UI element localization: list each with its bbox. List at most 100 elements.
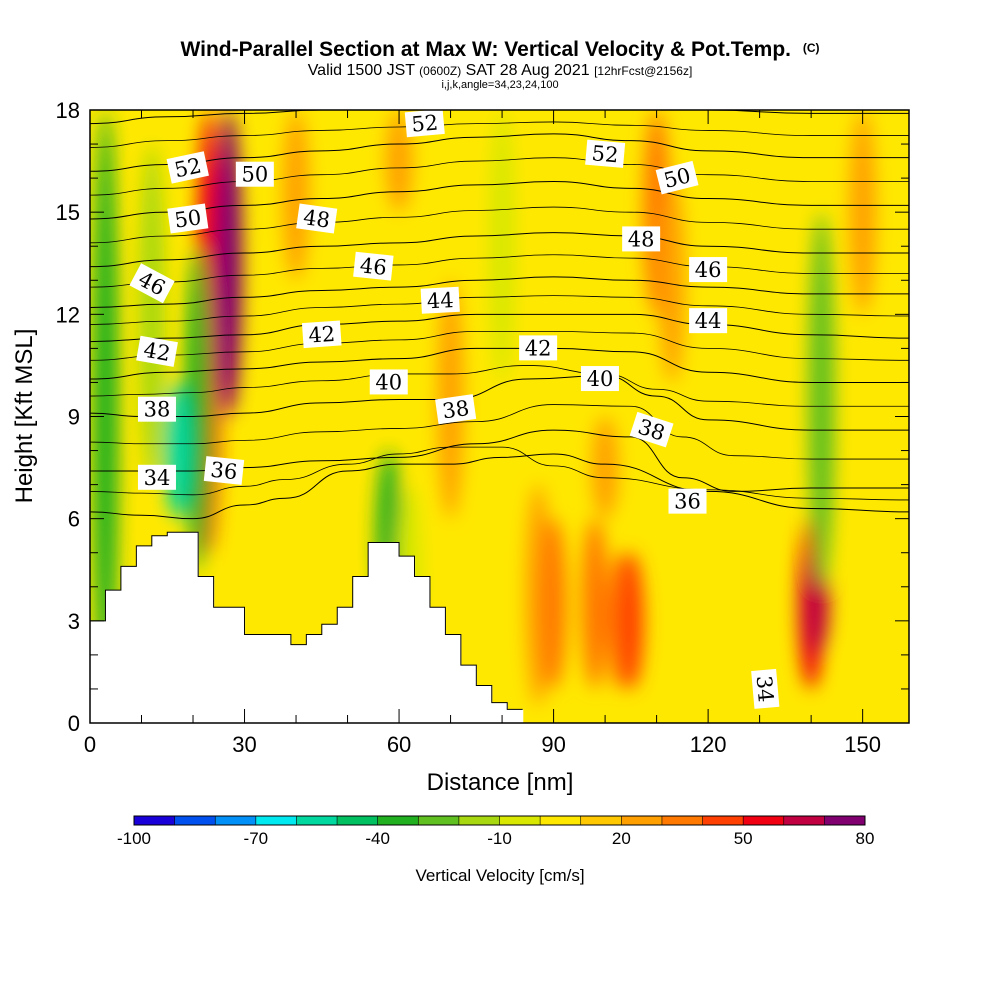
contour-label-box xyxy=(353,251,394,281)
terrain-block xyxy=(167,532,184,723)
contour-label: 42 xyxy=(519,335,558,361)
contour-label: 46 xyxy=(353,251,394,281)
contour-label: 40 xyxy=(580,366,619,392)
contour-label: 48 xyxy=(296,203,338,234)
colorbar-swatch xyxy=(580,816,622,825)
theta-contour xyxy=(90,313,909,343)
contour-label: 34 xyxy=(137,464,176,490)
colorbar-swatch xyxy=(418,816,460,825)
colorbar-label: Vertical Velocity [cm/s] xyxy=(415,866,584,885)
contour-label-box xyxy=(622,226,661,252)
terrain-block xyxy=(352,576,369,723)
contour-label: 44 xyxy=(420,286,460,314)
x-axis-label: Distance [nm] xyxy=(427,769,574,796)
colorbar-tick-label: -40 xyxy=(365,829,390,848)
contour-label: 52 xyxy=(166,151,209,184)
terrain-block xyxy=(259,634,277,723)
x-tick-label: 30 xyxy=(232,732,256,757)
contour-label: 38 xyxy=(435,394,477,425)
terrain-block xyxy=(90,620,107,723)
terrain-block xyxy=(229,607,246,723)
theta-contour xyxy=(90,453,909,520)
velocity-cell xyxy=(592,416,619,519)
terrain xyxy=(90,531,524,723)
contour-label-box xyxy=(689,257,728,283)
y-tick-label: 15 xyxy=(56,200,80,225)
terrain-block xyxy=(275,634,292,723)
contour-label-text: 42 xyxy=(308,322,336,348)
terrain-block xyxy=(182,532,199,723)
contour-label-text: 42 xyxy=(142,338,172,366)
colorbar-tick-label: -100 xyxy=(117,829,151,848)
theta-contour-minor xyxy=(90,404,909,460)
terrain-block xyxy=(460,665,477,723)
contour-label: 36 xyxy=(668,488,707,514)
y-tick-label: 12 xyxy=(56,302,80,327)
colorbar-tick-label: -10 xyxy=(487,829,512,848)
theta-contour xyxy=(90,347,909,383)
contour-label-text: 38 xyxy=(144,398,171,422)
contour-label-text: 34 xyxy=(752,675,778,704)
colorbar-swatch xyxy=(499,816,541,825)
colorbar-tick-label: 20 xyxy=(612,829,631,848)
theta-contour xyxy=(90,232,909,268)
velocity-cell xyxy=(216,110,243,417)
subtitle-date: SAT 28 Aug 2021 xyxy=(466,62,590,79)
colorbar-swatch xyxy=(743,816,785,825)
contour-label-box xyxy=(137,464,176,490)
terrain-block xyxy=(429,607,447,723)
theta-contour-minor xyxy=(90,446,909,501)
contour-label-text: 46 xyxy=(695,258,722,282)
theta-contour xyxy=(90,110,909,125)
subtitle-utc: (0600Z) xyxy=(419,64,461,78)
terrain-outline xyxy=(90,531,523,710)
contour-label-text: 36 xyxy=(674,490,701,514)
colorbar-swatch xyxy=(215,816,257,825)
contour-label: 38 xyxy=(137,396,176,422)
contour-label-box xyxy=(519,335,558,361)
theta-contour-minor xyxy=(90,157,909,196)
contour-label-box xyxy=(580,366,619,392)
colorbar-swatch xyxy=(255,816,297,825)
terrain-block xyxy=(244,634,261,723)
terrain-block xyxy=(414,576,431,723)
contour-label: 42 xyxy=(301,320,342,349)
colorbar-swatch xyxy=(337,816,379,825)
terrain-block xyxy=(383,542,400,723)
colorbar-swatch xyxy=(134,816,176,825)
velocity-cell xyxy=(581,518,608,689)
chart-subtitle-indices: i,j,k,angle=34,23,24,100 xyxy=(441,79,558,91)
terrain-block xyxy=(507,709,524,723)
chart-subtitle: Valid 1500 JST (0600Z) SAT 28 Aug 2021 [… xyxy=(308,62,693,79)
terrain-block xyxy=(105,590,122,723)
contour-label-box xyxy=(585,139,626,168)
colorbar-swatch xyxy=(174,816,216,825)
contour-label-box xyxy=(296,203,338,234)
terrain-block xyxy=(306,634,323,723)
theta-contour-minor xyxy=(90,330,909,361)
terrain-block xyxy=(337,607,354,723)
contour-label: 52 xyxy=(585,139,626,168)
subtitle-valid: Valid 1500 JST xyxy=(308,62,416,79)
contour-label-box xyxy=(203,456,245,485)
terrain-block xyxy=(213,607,230,723)
colorbar-tick-label: -70 xyxy=(244,829,269,848)
terrain-block xyxy=(368,542,385,723)
contour-label: 48 xyxy=(622,226,661,252)
contour-label-box xyxy=(689,308,728,334)
contour-label-text: 52 xyxy=(410,111,439,137)
contour-label-box xyxy=(435,394,477,425)
contour-label: 36 xyxy=(203,456,245,485)
contour-label-box xyxy=(136,335,178,367)
y-tick-label: 18 xyxy=(56,98,80,123)
contour-label-text: 50 xyxy=(241,163,268,187)
terrain-block xyxy=(290,644,307,723)
contour-label-text: 34 xyxy=(144,466,171,490)
contour-label-box xyxy=(420,286,460,314)
theta-contour-minor xyxy=(90,121,909,148)
velocity-cell xyxy=(185,246,212,570)
theta-contour-minor xyxy=(90,365,909,407)
theta-contour xyxy=(90,181,909,220)
